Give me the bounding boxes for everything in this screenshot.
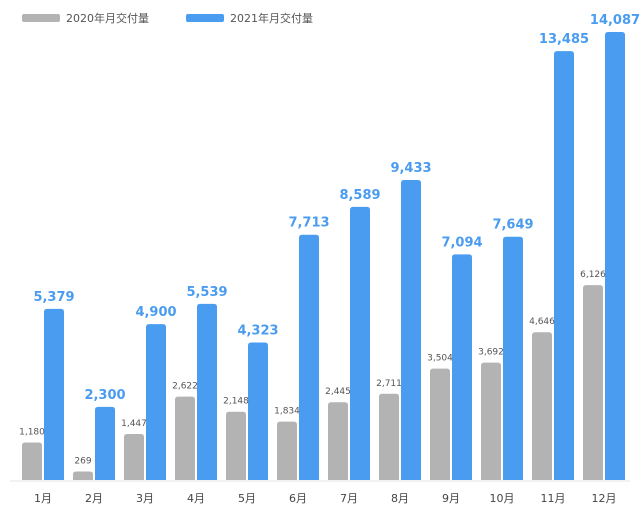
bar-2020-4: [175, 396, 195, 480]
data-label-2021-8: 9,433: [390, 161, 431, 176]
data-label-2021-1: 5,379: [33, 290, 74, 305]
x-tick-label-7: 7月: [340, 492, 358, 505]
plot-area: 1,180 5,379 1月 269 2,300 2月 1,447 4,900 3月 2,622 5…: [19, 13, 640, 505]
x-tick-label-3: 3月: [136, 492, 154, 505]
data-label-2020-10: 3,692: [478, 348, 504, 358]
bar-2021-11: [554, 51, 574, 481]
legend-swatch-2021: [186, 14, 224, 22]
bar-2020-6: [277, 421, 297, 480]
data-label-2021-12: 14,087: [590, 13, 640, 28]
x-tick-label-11: 11月: [541, 492, 566, 505]
bar-2020-8: [379, 393, 399, 480]
x-tick-label-6: 6月: [289, 492, 307, 505]
data-label-2021-5: 4,323: [237, 324, 278, 339]
data-label-2020-11: 4,646: [529, 317, 555, 327]
bar-2020-1: [22, 442, 42, 480]
bar-2020-5: [226, 411, 246, 480]
bar-2021-1: [44, 308, 64, 480]
data-label-2020-2: 269: [74, 456, 91, 466]
data-label-2020-3: 1,447: [121, 419, 147, 429]
bar-2021-12: [605, 32, 625, 480]
bar-2021-7: [350, 206, 370, 481]
data-label-2020-6: 1,834: [274, 407, 300, 417]
bar-2021-9: [452, 254, 472, 480]
data-label-2020-1: 1,180: [19, 427, 45, 437]
legend-swatch-2020: [22, 14, 60, 22]
bar-2021-6: [299, 234, 319, 480]
x-tick-label-12: 12月: [592, 492, 617, 505]
legend-label-2021: 2021年月交付量: [230, 11, 313, 25]
chart-legend: 2020年月交付量 2021年月交付量: [22, 11, 313, 25]
bar-2020-2: [73, 471, 93, 480]
bar-2020-9: [430, 368, 450, 480]
data-label-2020-5: 2,148: [223, 397, 249, 407]
x-tick-label-8: 8月: [391, 492, 409, 505]
bar-2020-7: [328, 402, 348, 480]
bar-2020-3: [124, 433, 144, 480]
bar-2021-2: [95, 406, 115, 480]
data-label-2021-10: 7,649: [492, 218, 533, 233]
bar-2021-5: [248, 342, 268, 480]
x-tick-label-5: 5月: [238, 492, 256, 505]
bar-2021-4: [197, 303, 217, 480]
data-label-2020-9: 3,504: [427, 354, 453, 364]
bar-2020-10: [481, 362, 501, 480]
data-label-2021-4: 5,539: [186, 285, 227, 300]
data-label-2020-4: 2,622: [172, 382, 198, 392]
x-tick-label-9: 9月: [442, 492, 460, 505]
data-label-2021-7: 8,589: [339, 188, 380, 203]
data-label-2021-2: 2,300: [84, 388, 125, 403]
data-label-2020-8: 2,711: [376, 379, 402, 389]
bar-2021-10: [503, 236, 523, 480]
bar-2021-8: [401, 180, 421, 480]
bar-2020-11: [532, 332, 552, 480]
x-tick-label-1: 1月: [34, 492, 52, 505]
bar-2020-12: [583, 285, 603, 480]
x-tick-label-4: 4月: [187, 492, 205, 505]
data-label-2021-11: 13,485: [539, 32, 589, 47]
x-tick-label-10: 10月: [490, 492, 515, 505]
data-label-2020-7: 2,445: [325, 387, 351, 397]
data-label-2021-6: 7,713: [288, 216, 329, 231]
data-label-2020-12: 6,126: [580, 270, 606, 280]
data-label-2021-9: 7,094: [441, 235, 482, 250]
data-label-2021-3: 4,900: [135, 305, 176, 320]
legend-label-2020: 2020年月交付量: [66, 11, 149, 25]
x-tick-label-2: 2月: [85, 492, 103, 505]
bar-2021-3: [146, 324, 166, 480]
